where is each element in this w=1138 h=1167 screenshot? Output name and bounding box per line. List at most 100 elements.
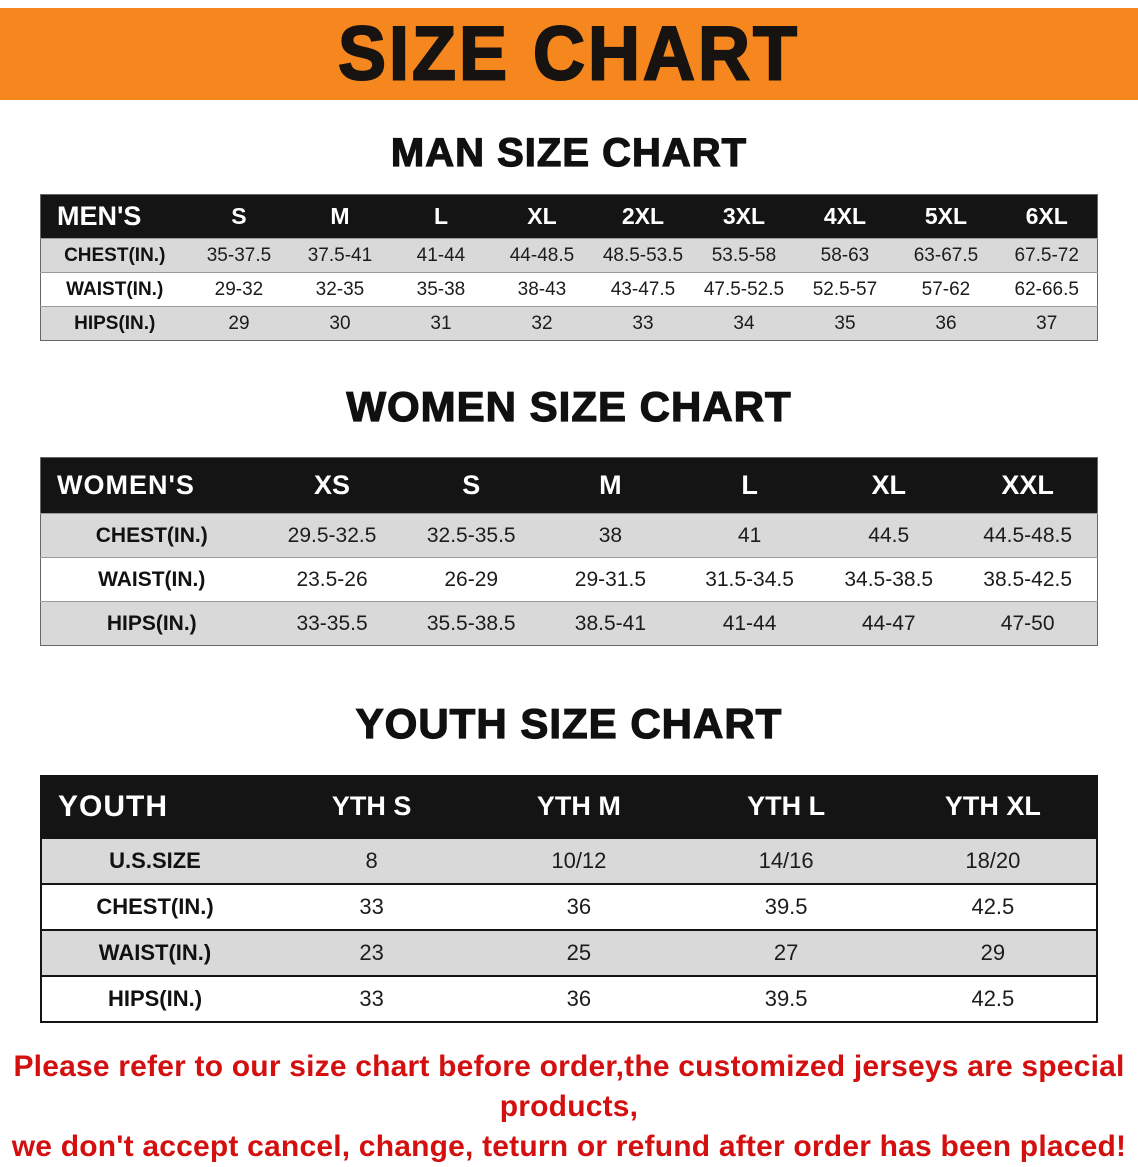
size-value-cell: 44.5-48.5 bbox=[958, 513, 1098, 558]
youth-group-label: YOUTH bbox=[58, 789, 168, 823]
youth-header-row: YOUTH YTH S YTH M YTH L YTH XL bbox=[41, 775, 1097, 838]
size-value-cell: 58-63 bbox=[794, 238, 896, 273]
size-value-cell: 63-67.5 bbox=[895, 238, 997, 273]
size-value-cell: 35 bbox=[794, 306, 896, 341]
youth-size-col-header: YTH S bbox=[331, 791, 412, 822]
size-value-cell: 35-37.5 bbox=[188, 238, 290, 273]
disclaimer-line-2: we don't accept cancel, change, teturn o… bbox=[11, 1129, 1127, 1163]
banner: SIZE CHART bbox=[0, 8, 1138, 100]
youth-row-waist: WAIST(IN.) 23 25 27 29 bbox=[41, 928, 1097, 976]
size-value-cell: 31.5-34.5 bbox=[679, 557, 820, 602]
size-value-cell: 27 bbox=[682, 928, 890, 976]
mens-size-col-header: 5XL bbox=[924, 203, 968, 229]
youth-row-chest: CHEST(IN.) 33 36 39.5 42.5 bbox=[41, 882, 1097, 930]
size-value-cell: 47.5-52.5 bbox=[693, 272, 795, 307]
size-value-cell: 39.5 bbox=[682, 882, 890, 930]
size-value-cell: 35.5-38.5 bbox=[401, 601, 541, 646]
mens-row-label-waist: WAIST(IN.) bbox=[40, 272, 189, 307]
womens-header-row: WOMEN'S XS S M L XL XXL bbox=[40, 457, 1098, 514]
womens-section-heading: WOMEN SIZE CHART bbox=[346, 382, 792, 430]
size-value-cell: 33 bbox=[592, 306, 694, 341]
size-value-cell: 37 bbox=[996, 306, 1098, 341]
womens-size-col-header: XL bbox=[871, 470, 906, 501]
mens-row-waist: WAIST(IN.) 29-32 32-35 35-38 38-43 43-47.5 47.… bbox=[40, 272, 1098, 307]
size-value-cell: 33-35.5 bbox=[262, 601, 402, 646]
womens-size-col-header: XS bbox=[314, 470, 351, 501]
size-value-cell: 32.5-35.5 bbox=[401, 513, 541, 558]
youth-row-us-size: U.S.SIZE 8 10/12 14/16 18/20 bbox=[41, 836, 1097, 884]
size-charts-container: MAN SIZE CHART MEN'S S M L XL 2XL 3XL 4XL 5XL 6XL C… bbox=[0, 130, 1138, 1023]
mens-size-col-header: XL bbox=[527, 203, 557, 229]
youth-row-hips: HIPS(IN.) 33 36 39.5 42.5 bbox=[41, 974, 1097, 1022]
womens-size-col-header: L bbox=[741, 470, 758, 501]
size-value-cell: 38 bbox=[540, 513, 680, 558]
womens-size-col-header: XXL bbox=[1001, 470, 1054, 501]
size-value-cell: 33 bbox=[268, 882, 476, 930]
youth-row-label-us-size: U.S.SIZE bbox=[41, 836, 269, 884]
size-value-cell: 34 bbox=[693, 306, 795, 341]
size-value-cell: 44-48.5 bbox=[491, 238, 593, 273]
mens-row-label-hips: HIPS(IN.) bbox=[40, 306, 189, 341]
size-value-cell: 29 bbox=[188, 306, 290, 341]
size-value-cell: 25 bbox=[475, 928, 683, 976]
size-value-cell: 31 bbox=[390, 306, 492, 341]
size-value-cell: 53.5-58 bbox=[693, 238, 795, 273]
size-value-cell: 42.5 bbox=[889, 974, 1097, 1022]
size-value-cell: 34.5-38.5 bbox=[819, 557, 959, 602]
womens-row-hips: HIPS(IN.) 33-35.5 35.5-38.5 38.5-41 41-44 44-… bbox=[40, 601, 1098, 646]
mens-section-heading: MAN SIZE CHART bbox=[390, 130, 748, 175]
size-value-cell: 47-50 bbox=[958, 601, 1098, 646]
womens-row-waist: WAIST(IN.) 23.5-26 26-29 29-31.5 31.5-34.5 34… bbox=[40, 557, 1098, 602]
size-value-cell: 26-29 bbox=[401, 557, 541, 602]
size-value-cell: 67.5-72 bbox=[996, 238, 1098, 273]
mens-size-col-header: 6XL bbox=[1025, 203, 1068, 229]
size-value-cell: 29.5-32.5 bbox=[262, 513, 402, 558]
size-value-cell: 36 bbox=[475, 882, 683, 930]
youth-size-col-header: YTH XL bbox=[944, 791, 1041, 822]
mens-size-col-header: L bbox=[433, 203, 448, 229]
womens-group-label: WOMEN'S bbox=[57, 470, 195, 501]
mens-size-col-header: 3XL bbox=[722, 203, 766, 229]
womens-size-table: WOMEN'S XS S M L XL XXL CHEST(IN.) 29.5-32.5 32.5… bbox=[40, 457, 1098, 647]
size-value-cell: 36 bbox=[475, 974, 683, 1022]
page-title: SIZE CHART bbox=[337, 11, 800, 98]
size-chart-page: SIZE CHART MAN SIZE CHART MEN'S S M L XL 2XL 3X… bbox=[0, 8, 1138, 1167]
size-value-cell: 35-38 bbox=[390, 272, 492, 307]
size-value-cell: 8 bbox=[268, 836, 476, 884]
womens-row-chest: CHEST(IN.) 29.5-32.5 32.5-35.5 38 41 44.5 44.5… bbox=[40, 513, 1098, 558]
size-value-cell: 14/16 bbox=[682, 836, 890, 884]
size-value-cell: 23 bbox=[268, 928, 476, 976]
mens-row-hips: HIPS(IN.) 29 30 31 32 33 34 35 36 37 bbox=[40, 306, 1098, 341]
size-value-cell: 23.5-26 bbox=[262, 557, 402, 602]
youth-row-label-hips: HIPS(IN.) bbox=[41, 974, 269, 1022]
size-value-cell: 48.5-53.5 bbox=[592, 238, 694, 273]
mens-size-col-header: S bbox=[231, 203, 247, 229]
size-value-cell: 44-47 bbox=[819, 601, 959, 646]
disclaimer-line-1: Please refer to our size chart before or… bbox=[13, 1049, 1125, 1123]
size-value-cell: 18/20 bbox=[889, 836, 1097, 884]
mens-row-chest: CHEST(IN.) 35-37.5 37.5-41 41-44 44-48.5 48.5… bbox=[40, 238, 1098, 273]
youth-size-col-header: YTH M bbox=[536, 791, 621, 822]
size-value-cell: 30 bbox=[289, 306, 391, 341]
size-value-cell: 10/12 bbox=[475, 836, 683, 884]
size-value-cell: 41-44 bbox=[679, 601, 820, 646]
size-value-cell: 29-31.5 bbox=[540, 557, 680, 602]
size-value-cell: 29-32 bbox=[188, 272, 290, 307]
mens-size-col-header: 4XL bbox=[823, 203, 867, 229]
size-value-cell: 41-44 bbox=[390, 238, 492, 273]
size-value-cell: 38.5-41 bbox=[540, 601, 680, 646]
womens-size-col-header: M bbox=[599, 470, 622, 501]
size-value-cell: 38-43 bbox=[491, 272, 593, 307]
mens-row-label-chest: CHEST(IN.) bbox=[40, 238, 189, 273]
womens-row-label-chest: CHEST(IN.) bbox=[40, 513, 263, 558]
disclaimer: Please refer to our size chart before or… bbox=[0, 1047, 1138, 1167]
youth-section-heading: YOUTH SIZE CHART bbox=[355, 700, 783, 748]
mens-size-col-header: M bbox=[330, 203, 350, 229]
size-value-cell: 43-47.5 bbox=[592, 272, 694, 307]
youth-size-table: YOUTH YTH S YTH M YTH L YTH XL U.S.SIZE 8 10/12… bbox=[40, 774, 1098, 1023]
size-value-cell: 62-66.5 bbox=[996, 272, 1098, 307]
size-value-cell: 39.5 bbox=[682, 974, 890, 1022]
womens-size-col-header: S bbox=[462, 470, 481, 501]
youth-size-col-header: YTH L bbox=[747, 791, 826, 822]
size-value-cell: 33 bbox=[268, 974, 476, 1022]
